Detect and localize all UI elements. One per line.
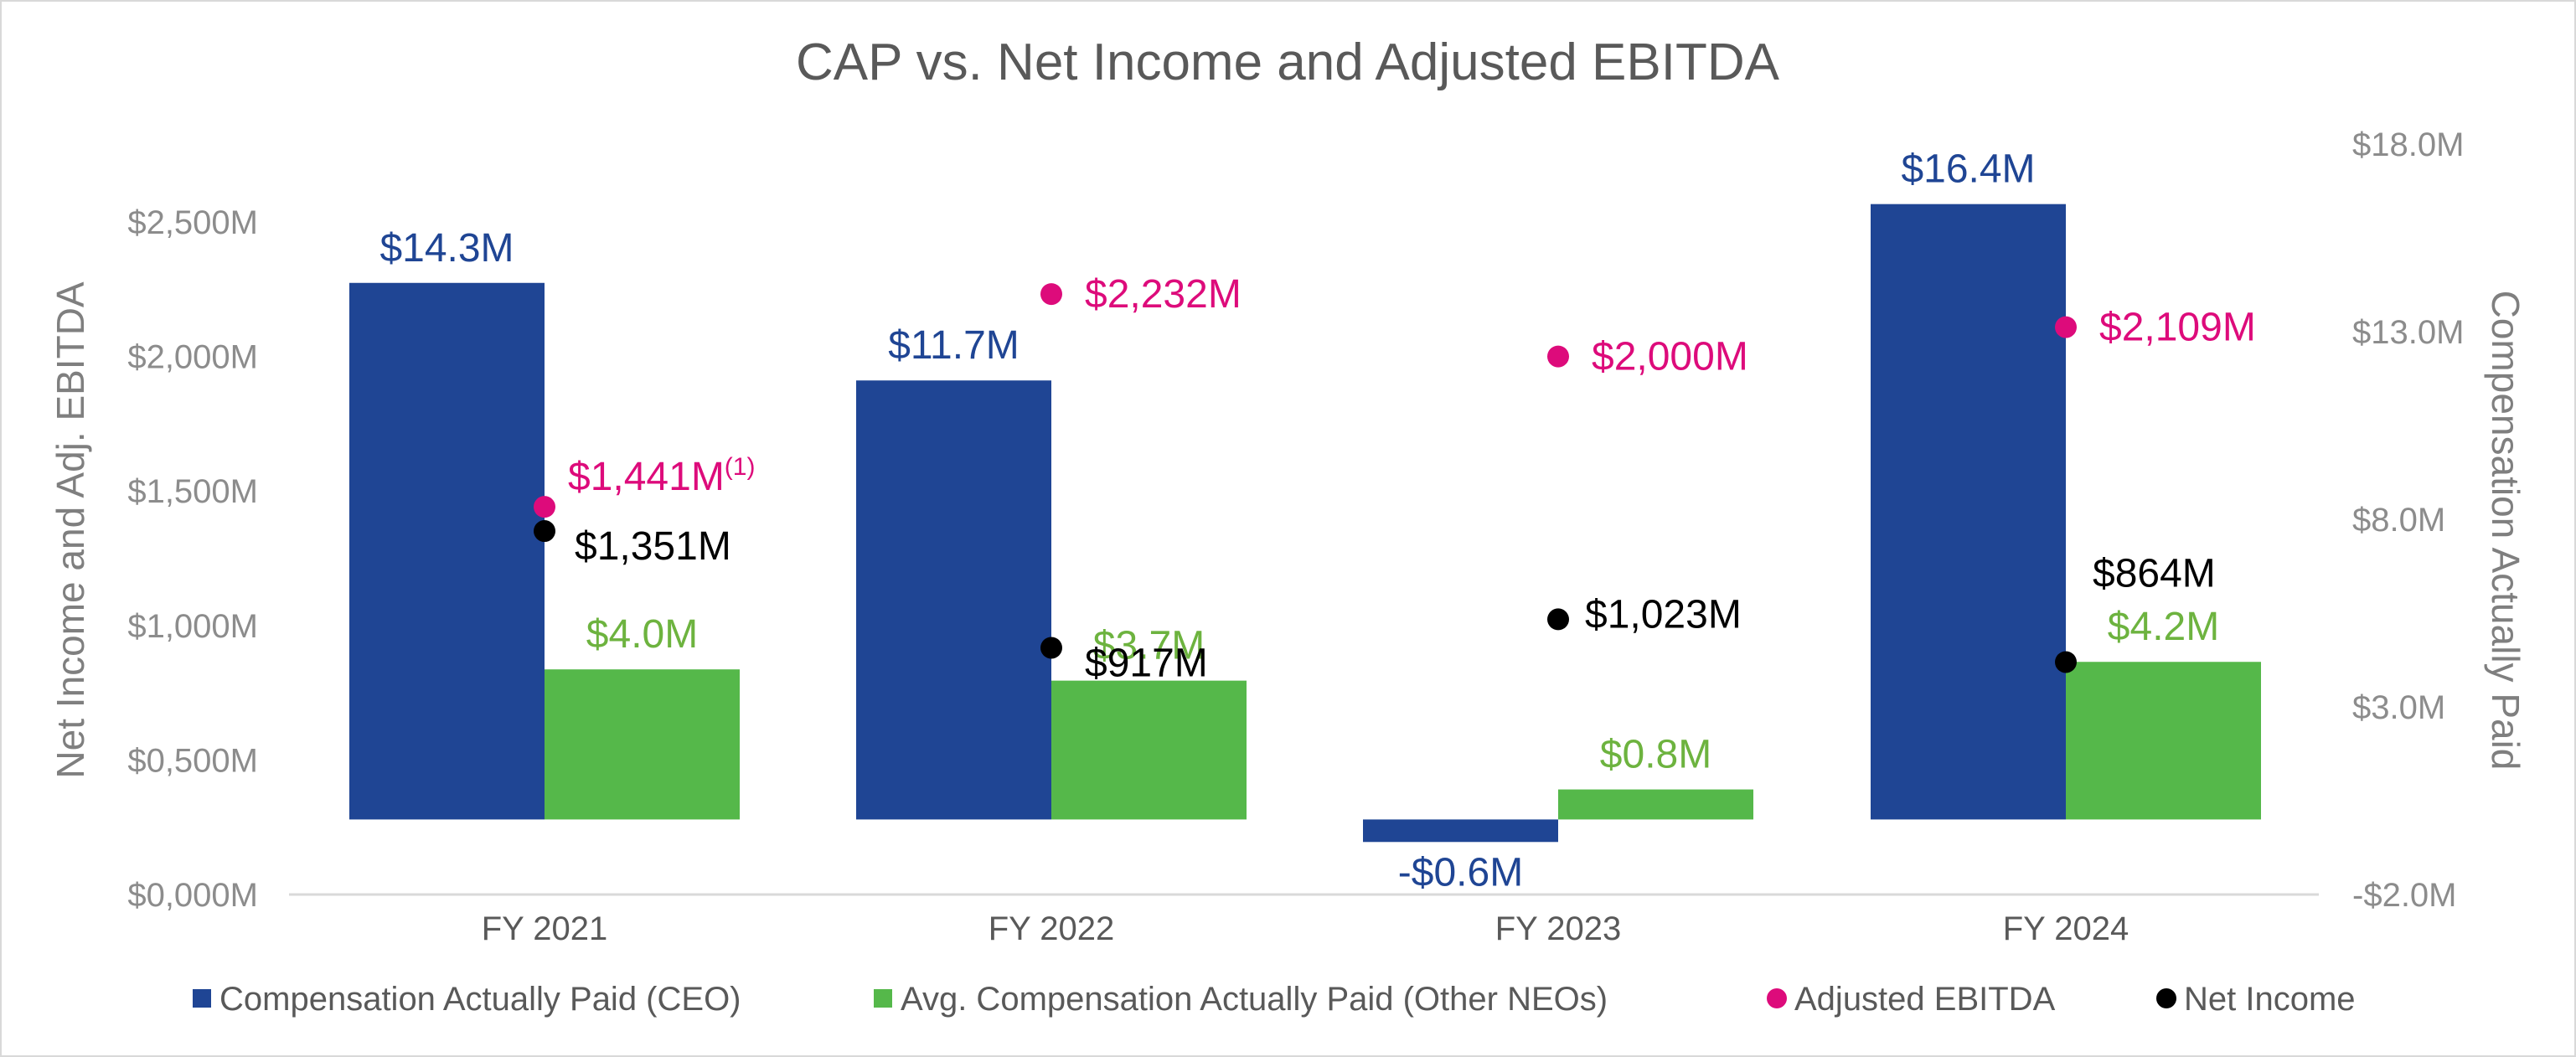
adj-ebitda-point <box>2055 316 2077 338</box>
category-label: FY 2021 <box>482 910 608 947</box>
point-marks <box>534 283 2077 673</box>
neo-cap-bar <box>2066 662 2261 820</box>
ceo-cap-label: $14.3M <box>379 226 514 271</box>
net-income-point <box>1040 637 1062 659</box>
net-income-label: $1,023M <box>1585 592 1742 637</box>
legend-swatch <box>193 989 211 1008</box>
left-tick-label: $0,000M <box>127 877 258 914</box>
legend-swatch <box>2156 988 2176 1008</box>
adj-ebitda-point <box>1547 345 1569 368</box>
adj-ebitda-label: $2,232M <box>1085 272 1242 317</box>
adj-ebitda-label: $1,441M(1) <box>568 453 755 499</box>
ceo-cap-label: $16.4M <box>1901 147 2035 192</box>
right-axis-ticks: -$2.0M $3.0M $8.0M $13.0M $18.0M <box>2352 126 2464 914</box>
right-tick-label: -$2.0M <box>2352 877 2457 914</box>
category-label: FY 2024 <box>2003 910 2129 947</box>
footnote-marker: (1) <box>725 453 756 481</box>
neo-cap-bar <box>1558 789 1753 820</box>
data-labels: $14.3M $4.0M $11.7M $3.7M -$0.6M $0.8M $16.4M $… <box>379 147 2255 895</box>
right-tick-label: $13.0M <box>2352 314 2464 351</box>
left-tick-label: $1,500M <box>127 473 258 510</box>
adj-ebitda-point <box>534 496 555 518</box>
net-income-point <box>2055 651 2077 673</box>
legend-label: Compensation Actually Paid (CEO) <box>219 981 741 1018</box>
net-income-label: $1,351M <box>575 524 731 569</box>
right-tick-label: $8.0M <box>2352 502 2445 539</box>
legend: Compensation Actually Paid (CEO) Avg. Com… <box>193 981 2356 1018</box>
bar-marks <box>349 204 2261 843</box>
legend-swatch <box>874 989 892 1008</box>
left-axis-ticks: $0,000M $0,500M $1,000M $1,500M $2,000M $2,50… <box>127 204 258 914</box>
neo-cap-bar <box>545 669 740 820</box>
ceo-cap-bar <box>1363 819 1558 843</box>
right-tick-label: $3.0M <box>2352 689 2445 726</box>
left-axis-title: Net Income and Adj. EBITDA <box>49 281 92 778</box>
legend-swatch <box>1767 988 1787 1008</box>
left-tick-label: $2,000M <box>127 339 258 376</box>
legend-label: Avg. Compensation Actually Paid (Other N… <box>901 981 1608 1018</box>
ceo-cap-label: $11.7M <box>888 323 1020 368</box>
net-income-label: $864M <box>2093 551 2216 596</box>
net-income-label: $917M <box>1085 641 1208 685</box>
neo-cap-label: $4.2M <box>2108 605 2219 649</box>
ceo-cap-bar <box>1871 204 2066 820</box>
left-tick-label: $0,500M <box>127 742 258 779</box>
legend-label: Adjusted EBITDA <box>1794 981 2056 1018</box>
neo-cap-label: $3.7M <box>1093 624 1205 668</box>
ceo-cap-bar <box>856 380 1051 820</box>
right-tick-label: $18.0M <box>2352 126 2464 163</box>
net-income-point <box>1547 608 1569 631</box>
neo-cap-bar <box>1051 680 1247 820</box>
ceo-cap-bar <box>349 282 545 820</box>
category-label: FY 2022 <box>989 910 1115 947</box>
category-label: FY 2023 <box>1495 910 1622 947</box>
category-labels: FY 2021 FY 2022 FY 2023 FY 2024 <box>482 910 2129 947</box>
net-income-point <box>534 520 555 543</box>
neo-cap-label: $4.0M <box>586 612 698 657</box>
neo-cap-label: $0.8M <box>1600 733 1711 777</box>
adj-ebitda-label: $2,000M <box>1592 335 1748 379</box>
legend-label: Net Income <box>2184 981 2356 1018</box>
left-tick-label: $2,500M <box>127 204 258 241</box>
adj-ebitda-point <box>1040 283 1062 306</box>
left-tick-label: $1,000M <box>127 608 258 645</box>
chart-title: CAP vs. Net Income and Adjusted EBITDA <box>796 34 1780 91</box>
right-axis-title: Compensation Actually Paid <box>2484 291 2527 771</box>
ceo-cap-label: -$0.6M <box>1398 850 1523 895</box>
adj-ebitda-label: $2,109M <box>2099 306 2256 350</box>
